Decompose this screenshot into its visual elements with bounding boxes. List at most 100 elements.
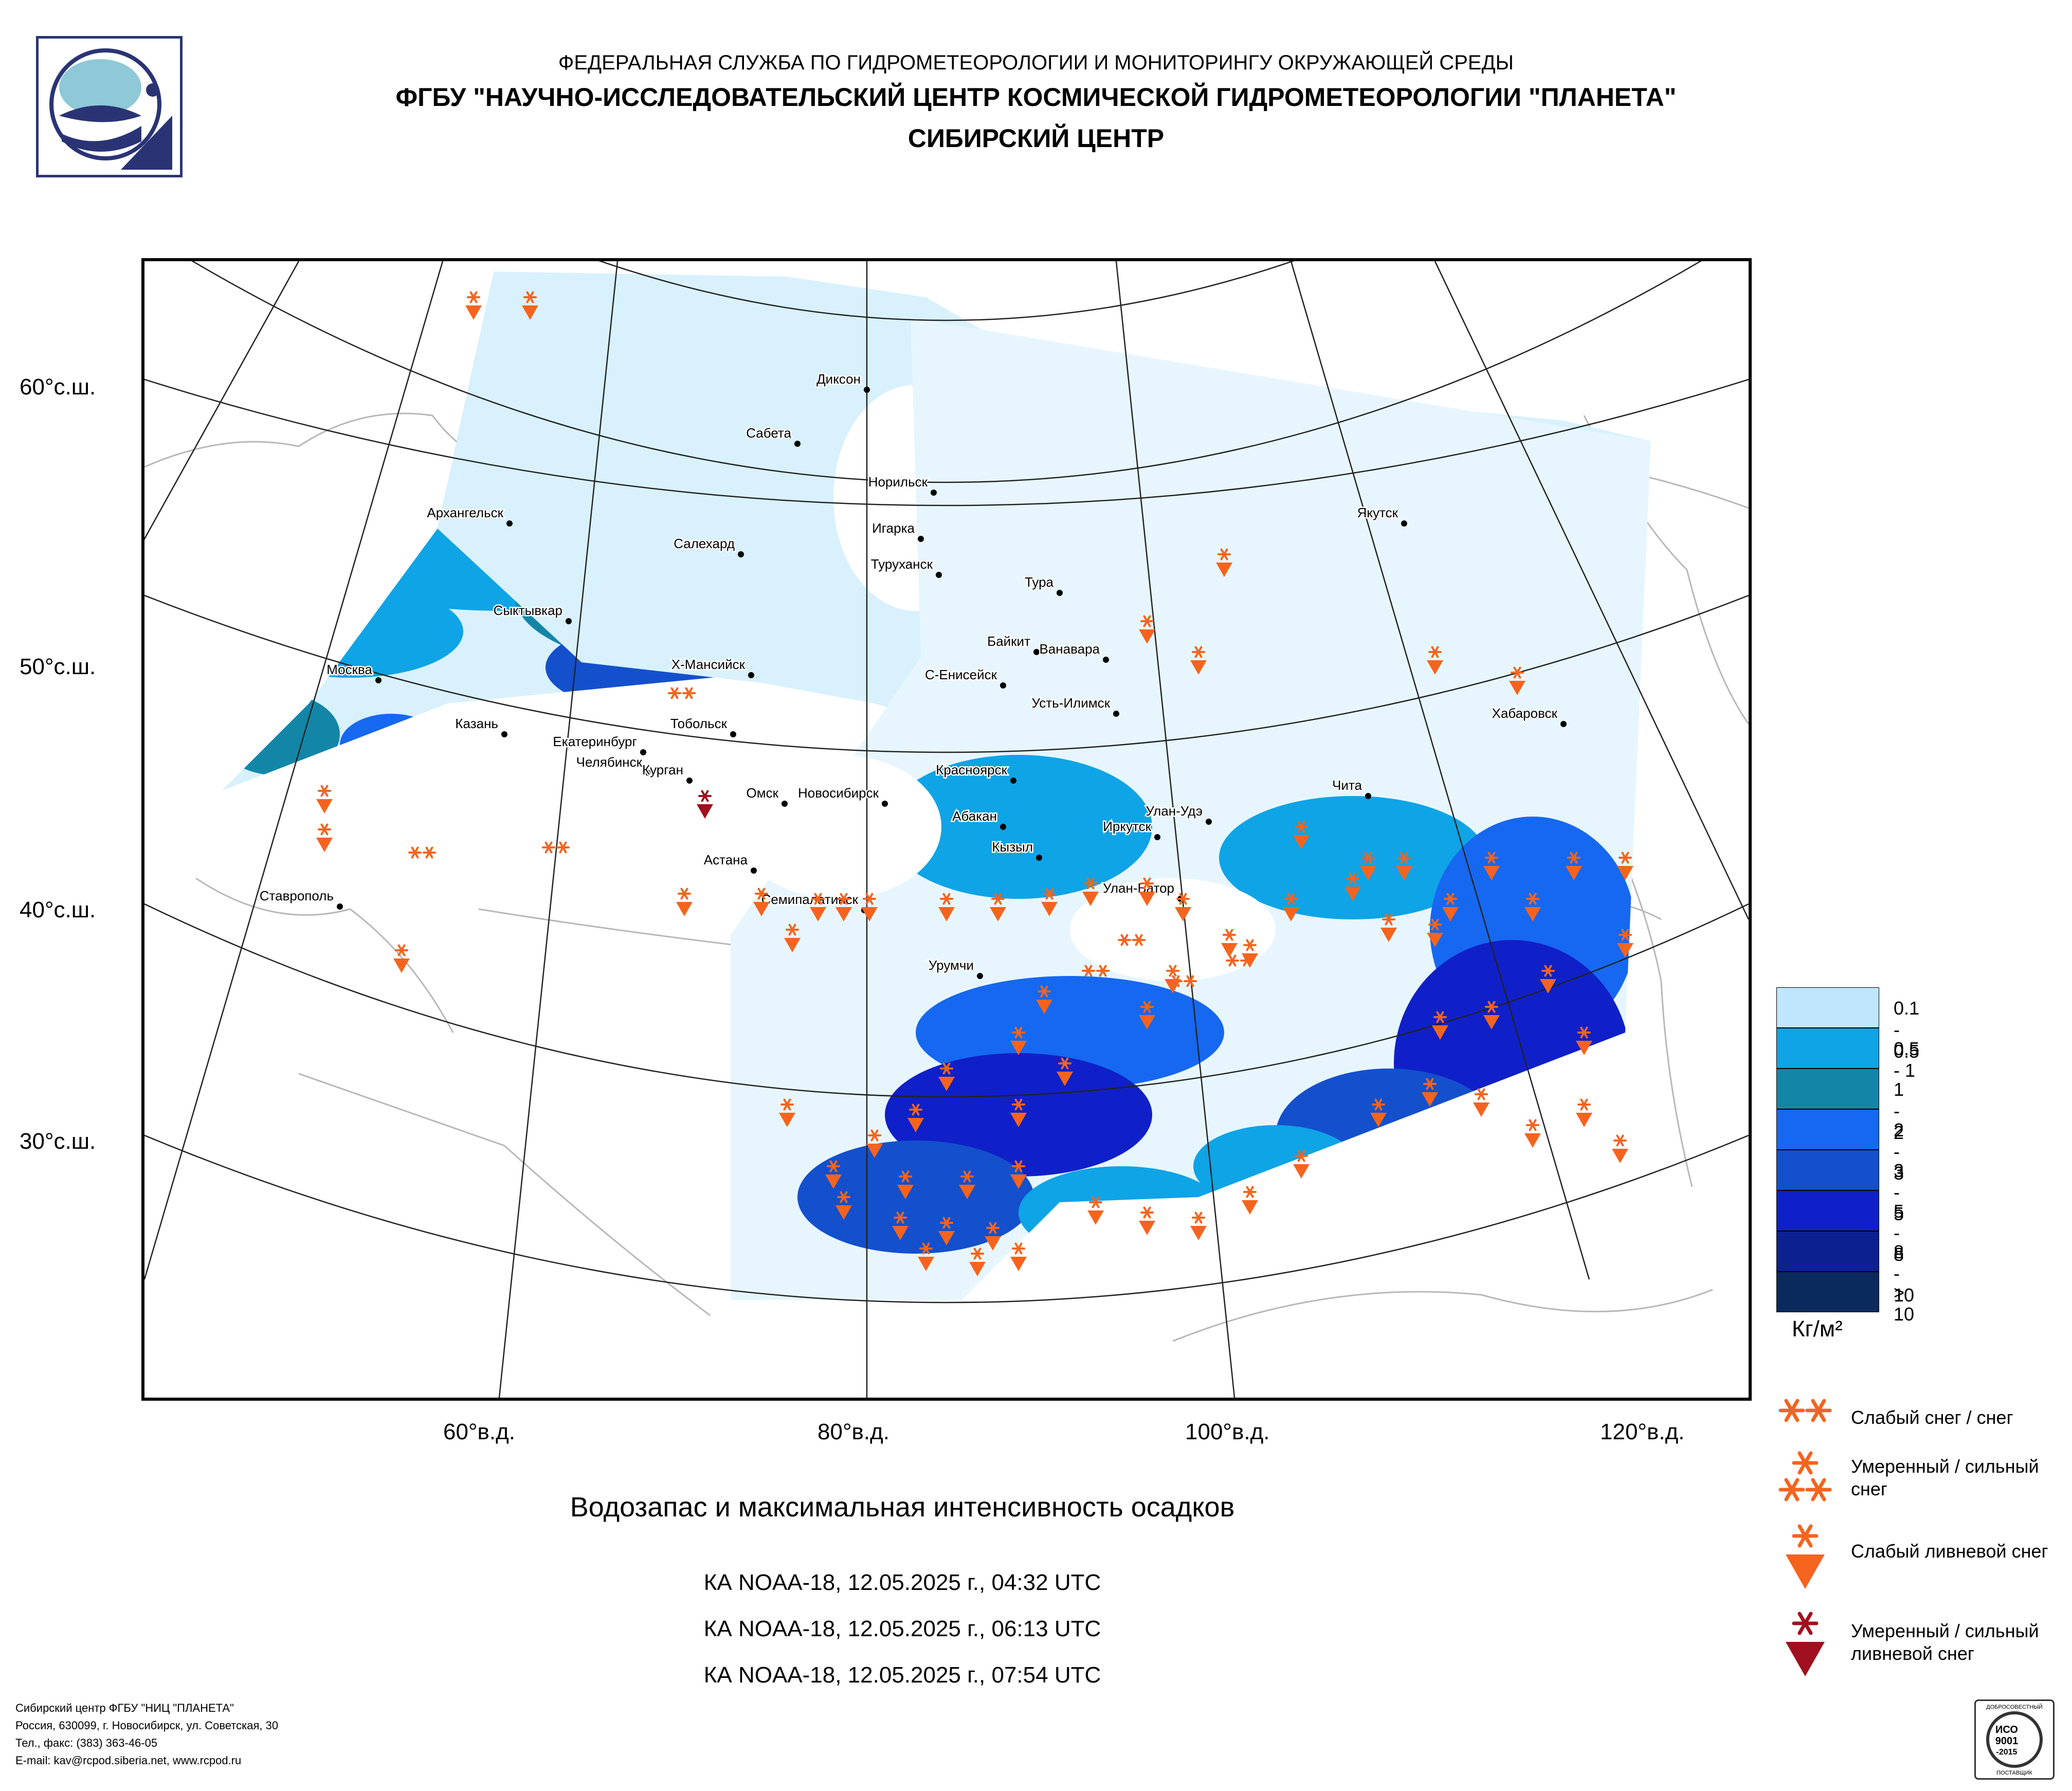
shower-triangle-icon <box>316 799 333 813</box>
shower-triangle-icon <box>1612 1149 1628 1163</box>
shower-triangle-icon <box>1483 866 1500 880</box>
shower-triangle-icon <box>1216 563 1232 577</box>
snowflake-icon <box>395 944 408 956</box>
city-label: Казань <box>455 716 498 731</box>
snowflake-icon <box>1096 965 1110 977</box>
snowflake-icon <box>940 893 953 905</box>
legend-class-label: 5 - 8 <box>1894 1201 1904 1265</box>
snowflake-icon <box>1346 872 1359 884</box>
city-marker <box>781 801 788 807</box>
snowflake-icon <box>1284 893 1298 905</box>
snowflake-icon <box>1140 615 1154 627</box>
city-marker <box>1000 824 1006 830</box>
map-title: Водозапас и максимальная интенсивность о… <box>570 1492 1235 1523</box>
legend-swatch <box>1776 1231 1879 1272</box>
snowflake-icon <box>1619 852 1632 864</box>
snowflake-icon <box>1433 1011 1447 1023</box>
shower-triangle-icon <box>835 1205 852 1220</box>
shower-triangle-icon <box>1540 979 1556 993</box>
legend-class-label: 3 - 5 <box>1894 1160 1904 1224</box>
snowflake-icon <box>1058 1057 1071 1070</box>
city-marker <box>882 801 888 807</box>
shower-triangle-icon <box>1010 1113 1027 1127</box>
iso-badge-line2: 9001 <box>1995 1735 2019 1747</box>
city-marker <box>1401 520 1407 527</box>
snowflake-icon <box>1613 1134 1627 1147</box>
snowflake-icon <box>1082 965 1095 977</box>
city-marker <box>686 777 693 784</box>
city-marker <box>931 490 937 496</box>
shower-triangle-icon <box>1221 943 1238 957</box>
city-label: Иркутск <box>1103 819 1151 834</box>
snowflake-icon <box>919 1242 933 1255</box>
lat-label-30: 30°с.ш. <box>20 1129 96 1154</box>
shower-triangle-icon <box>892 1226 908 1240</box>
shower-triangle-icon <box>1396 866 1412 880</box>
snowflake-icon <box>1226 954 1239 967</box>
city-label: Сабета <box>746 425 791 441</box>
snowflake-icon <box>940 1217 953 1229</box>
snowflake-icon <box>1428 918 1442 931</box>
shower-triangle-icon <box>1283 907 1299 921</box>
city-label: Салехард <box>674 536 735 551</box>
shower-triangle-icon <box>1617 866 1633 880</box>
city-layer: Диксон Сабета Норильск Архангельск Салехард И… <box>258 370 1567 979</box>
snowflake-icon <box>1243 1186 1257 1198</box>
legend-class-label: 0.1 - 0.5 <box>1894 998 1920 1062</box>
snowflake-icon <box>1192 1211 1205 1224</box>
city-marker <box>864 387 870 393</box>
snowflake-icon <box>1372 1098 1385 1111</box>
shower-triangle-icon <box>897 1185 914 1199</box>
snowflake-icon <box>1485 852 1498 864</box>
snowflake-icon <box>1295 1150 1308 1162</box>
shower-triangle-icon <box>866 1144 883 1158</box>
lat-label-40: 40°с.ш. <box>20 897 96 922</box>
city-marker <box>1154 834 1160 840</box>
city-label: Урумчи <box>929 957 974 973</box>
snowflake-icon <box>1295 821 1308 833</box>
city-label: Астана <box>704 852 748 867</box>
city-marker <box>566 618 572 624</box>
shower-triangle-icon <box>1139 892 1155 906</box>
lat-label-50: 50°с.ш. <box>20 654 96 679</box>
legend-class-label: 1 - 2 <box>1894 1079 1904 1143</box>
city-label: Москва <box>326 662 372 677</box>
snowflake-icon <box>423 846 436 859</box>
shower-triangle-icon <box>1442 907 1459 921</box>
shower-triangle-icon <box>1576 1041 1592 1055</box>
city-marker <box>918 536 924 542</box>
snowflake-icon <box>1084 877 1097 890</box>
city-marker <box>936 572 942 578</box>
city-label: Ванавара <box>1039 641 1100 657</box>
city-label: Челябинск <box>576 754 643 770</box>
snowflake-icon <box>863 893 876 905</box>
pass-2: КА NOAA-18, 12.05.2025 г., 06:13 UTC <box>703 1616 1101 1641</box>
snowflake-icon <box>1012 1026 1025 1039</box>
snowflake-icon <box>780 1098 794 1111</box>
snowflake-icon <box>408 846 422 859</box>
shower-triangle-icon <box>1576 1113 1592 1127</box>
shower-triangle-icon <box>1617 943 1633 957</box>
shower-triangle-icon <box>1082 892 1099 906</box>
snowflake-icon <box>668 687 681 699</box>
legend-swatch <box>1776 1272 1879 1312</box>
city-label: Курган <box>642 762 683 777</box>
shower-triangle-icon <box>825 1174 842 1189</box>
snowflake-icon <box>1567 852 1580 864</box>
precipitation-symbols <box>316 291 1633 1276</box>
satellite-swath-south <box>731 318 1651 1300</box>
city-marker <box>645 770 651 776</box>
snowflake-icon <box>1089 1196 1102 1208</box>
city-label: Красноярск <box>936 762 1007 777</box>
city-label: Байкит <box>987 634 1030 649</box>
shower-triangle-icon <box>1190 660 1207 675</box>
city-label: Хабаровск <box>1492 705 1558 721</box>
shower-triangle-icon <box>835 907 852 921</box>
city-label: Ставрополь <box>260 888 334 903</box>
shower-triangle-icon <box>1360 866 1376 880</box>
city-label: Чита <box>1332 777 1362 793</box>
shower-triangle-icon <box>1139 1015 1155 1029</box>
shower-triangle-icon <box>1036 1000 1052 1014</box>
shower-triangle-icon <box>465 305 482 320</box>
shower-triangle-icon <box>1010 1041 1027 1055</box>
